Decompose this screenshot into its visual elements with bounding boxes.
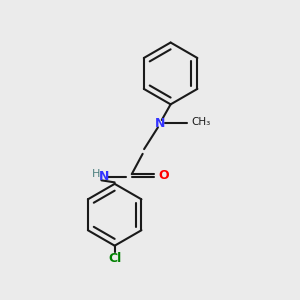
Text: Cl: Cl bbox=[108, 252, 121, 265]
Text: H: H bbox=[92, 169, 100, 179]
Text: N: N bbox=[99, 170, 110, 183]
Text: N: N bbox=[155, 117, 166, 130]
Text: CH₃: CH₃ bbox=[191, 117, 211, 127]
Text: O: O bbox=[159, 169, 170, 182]
